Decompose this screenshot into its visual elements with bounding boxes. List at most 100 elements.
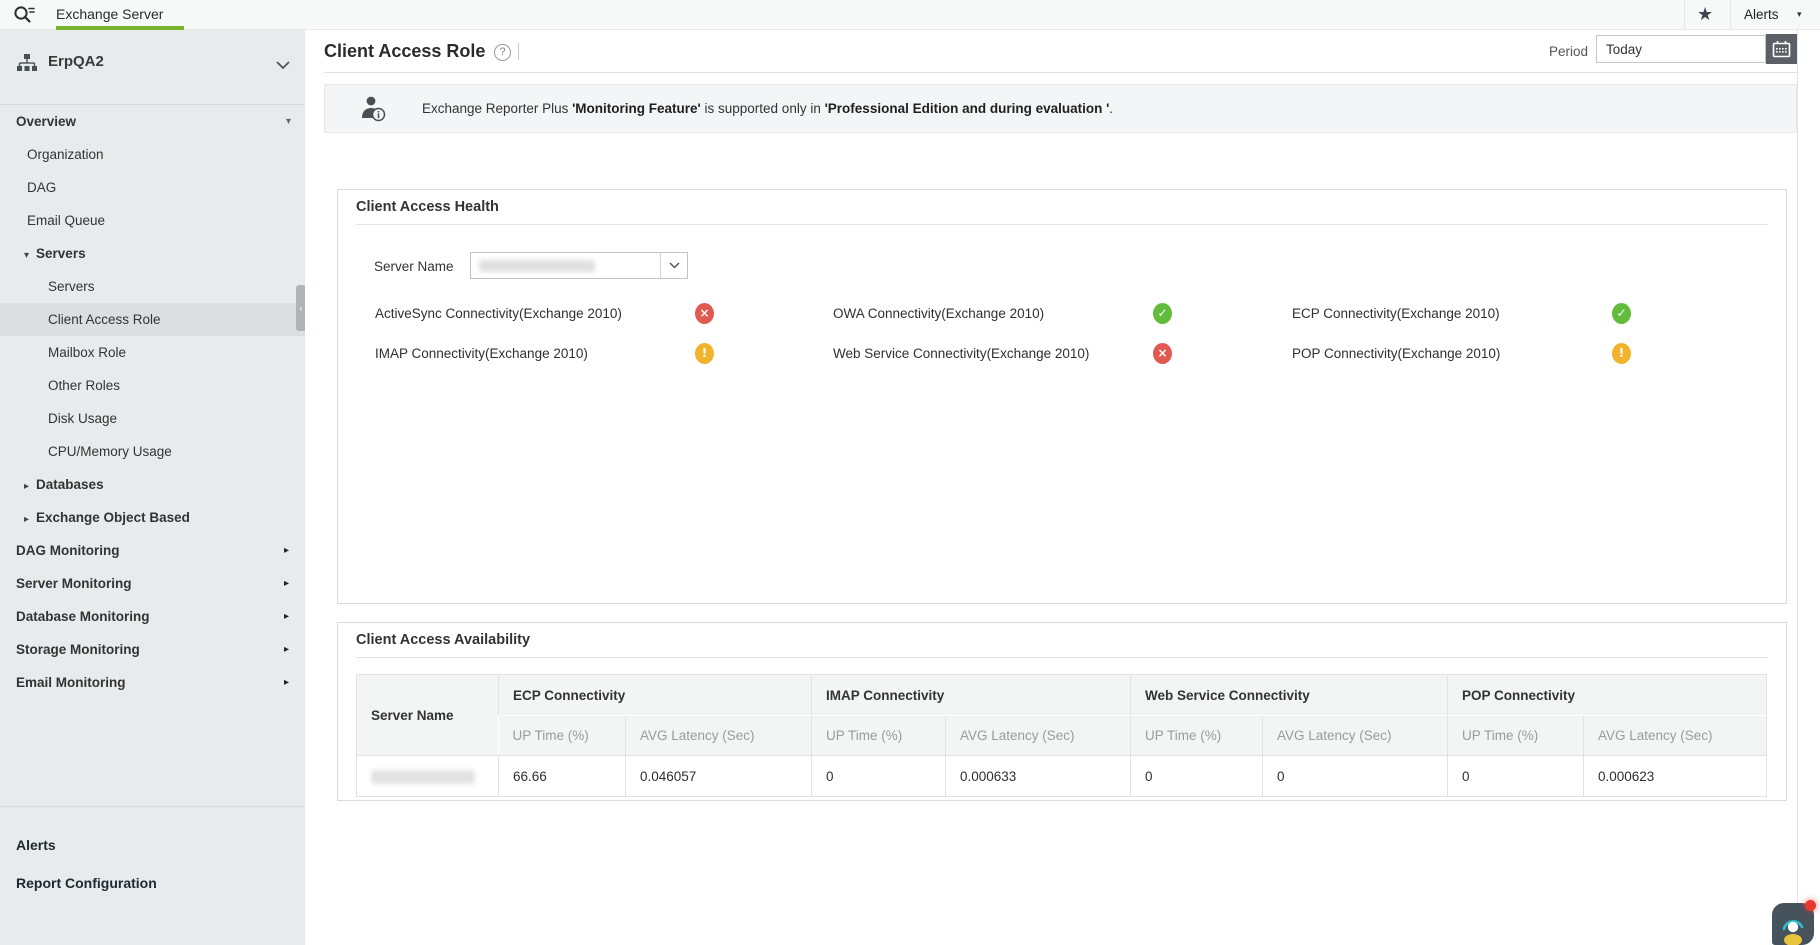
support-chat-button[interactable] [1772, 900, 1816, 945]
check-label: ActiveSync Connectivity(Exchange 2010) [375, 306, 622, 321]
table-row: 66.66 0.046057 0 0.000633 0 0 0 0.000623 [356, 755, 1767, 797]
check-label: Web Service Connectivity(Exchange 2010) [833, 346, 1090, 361]
search-icon[interactable] [12, 4, 36, 26]
cell-value: 0.000633 [945, 755, 1131, 797]
cell-value: 0 [1447, 755, 1584, 797]
chevron-down-icon [660, 253, 687, 278]
sidebar: ErpQA2 Overview ▾ Organization DAG Email … [0, 30, 306, 945]
sidebar-collapse-handle[interactable]: ‹ [296, 285, 306, 331]
sidebar-footer: Alerts Report Configuration [0, 806, 305, 902]
topbar-separator [1684, 0, 1685, 30]
triangle-right-icon: ▸ [24, 481, 30, 492]
chevron-down-icon: ▾ [285, 116, 291, 127]
calendar-icon[interactable] [1766, 34, 1797, 64]
favorite-star-icon[interactable]: ★ [1697, 4, 1714, 25]
health-check: OWA Connectivity(Exchange 2010) ✓ [833, 303, 1193, 327]
sidebar-item-exchange-object-based[interactable]: ▸ Exchange Object Based [0, 501, 305, 534]
redacted-server-name [371, 769, 475, 784]
org-hierarchy-icon [16, 53, 38, 78]
tab-exchange-server[interactable]: Exchange Server [56, 6, 164, 22]
server-name-label: Server Name [374, 259, 454, 274]
cell-value: 66.66 [498, 755, 626, 797]
scrollbar-track[interactable] [1797, 30, 1798, 945]
sidebar-item-email-monitoring[interactable]: Email Monitoring ▸ [0, 666, 305, 699]
title-divider [324, 72, 1797, 73]
cell-value: 0 [1262, 755, 1448, 797]
triangle-right-icon: ▸ [283, 578, 289, 589]
health-check: IMAP Connectivity(Exchange 2010) ! [375, 343, 735, 367]
sidebar-item-report-configuration[interactable]: Report Configuration [16, 875, 157, 891]
panel-divider [356, 224, 1768, 225]
alerts-menu-button[interactable]: Alerts [1744, 7, 1779, 22]
triangle-right-icon: ▸ [283, 545, 289, 556]
sidebar-divider [0, 104, 305, 105]
subcolumn-latency: AVG Latency (Sec) [1583, 715, 1767, 756]
sidebar-divider [0, 806, 305, 807]
sidebar-item-email-queue[interactable]: Email Queue [27, 213, 106, 228]
org-selector[interactable]: ErpQA2 [0, 30, 305, 104]
check-label: OWA Connectivity(Exchange 2010) [833, 306, 1045, 321]
cell-value: 0.046057 [625, 755, 812, 797]
sidebar-item-client-access-role[interactable]: Client Access Role [0, 303, 305, 336]
sidebar-item-other-roles[interactable]: Other Roles [48, 378, 121, 393]
subcolumn-latency: AVG Latency (Sec) [945, 715, 1131, 756]
check-label: POP Connectivity(Exchange 2010) [1292, 346, 1501, 361]
subcolumn-latency: AVG Latency (Sec) [1262, 715, 1448, 756]
sidebar-item-overview[interactable]: Overview ▾ [0, 105, 305, 138]
column-group-ecp: ECP Connectivity [498, 674, 812, 716]
column-group-imap: IMAP Connectivity [811, 674, 1131, 716]
panel-divider [356, 657, 1768, 658]
sidebar-item-organization[interactable]: Organization [27, 147, 104, 162]
check-label: IMAP Connectivity(Exchange 2010) [375, 346, 588, 361]
server-name-select[interactable] [470, 252, 688, 279]
active-tab-underline [56, 26, 184, 30]
sidebar-item-cpu-memory-usage[interactable]: CPU/Memory Usage [48, 444, 172, 459]
status-warning-icon: ! [1612, 343, 1631, 364]
subcolumn-latency: AVG Latency (Sec) [625, 715, 812, 756]
notice-text: Exchange Reporter Plus 'Monitoring Featu… [422, 101, 1114, 116]
help-icon[interactable]: ? [494, 44, 511, 61]
sidebar-item-dag[interactable]: DAG [27, 180, 57, 195]
redacted-server-value [479, 259, 595, 272]
sidebar-item-database-monitoring[interactable]: Database Monitoring ▸ [0, 600, 305, 633]
main-content: Client Access Role ? Period [305, 30, 1820, 945]
cell-server-name [356, 755, 499, 797]
sidebar-item-disk-usage[interactable]: Disk Usage [48, 411, 118, 426]
sidebar-item-servers-group[interactable]: ▾ Servers [0, 237, 305, 270]
org-name: ErpQA2 [48, 53, 104, 70]
sidebar-item-alerts[interactable]: Alerts [16, 837, 56, 853]
notice-bar: Exchange Reporter Plus 'Monitoring Featu… [324, 84, 1797, 133]
period-label: Period [1548, 44, 1588, 59]
availability-table: Server Name ECP Connectivity IMAP Connec… [356, 674, 1767, 797]
subcolumn-uptime: UP Time (%) [811, 715, 946, 756]
top-bar: Exchange Server ★ Alerts ▾ [0, 0, 1820, 30]
triangle-down-icon: ▾ [24, 250, 30, 261]
column-group-pop: POP Connectivity [1447, 674, 1767, 716]
column-group-web-service: Web Service Connectivity [1130, 674, 1448, 716]
support-person-icon [1772, 903, 1814, 945]
health-check: ActiveSync Connectivity(Exchange 2010) × [375, 303, 735, 327]
check-label: ECP Connectivity(Exchange 2010) [1292, 306, 1500, 321]
sidebar-nav: Overview ▾ Organization DAG Email Queue ▾… [0, 105, 305, 699]
status-error-icon: × [695, 303, 714, 324]
sidebar-item-storage-monitoring[interactable]: Storage Monitoring ▸ [0, 633, 305, 666]
cell-value: 0 [1130, 755, 1263, 797]
cell-value: 0 [811, 755, 946, 797]
period-input[interactable] [1596, 35, 1766, 63]
health-check: ECP Connectivity(Exchange 2010) ✓ [1292, 303, 1652, 327]
chevron-down-icon [276, 57, 290, 75]
cell-value: 0.000623 [1583, 755, 1767, 797]
triangle-right-icon: ▸ [283, 677, 289, 688]
subcolumn-uptime: UP Time (%) [1130, 715, 1263, 756]
panel-title: Client Access Health [356, 199, 499, 215]
sidebar-item-databases[interactable]: ▸ Databases [0, 468, 305, 501]
sidebar-item-dag-monitoring[interactable]: DAG Monitoring ▸ [0, 534, 305, 567]
subcolumn-uptime: UP Time (%) [498, 715, 626, 756]
chevron-down-icon: ▾ [1797, 10, 1802, 20]
notification-dot [1805, 900, 1816, 911]
sidebar-item-servers[interactable]: Servers [48, 279, 95, 294]
user-info-icon [358, 94, 388, 124]
sidebar-item-mailbox-role[interactable]: Mailbox Role [48, 345, 127, 360]
sidebar-item-server-monitoring[interactable]: Server Monitoring ▸ [0, 567, 305, 600]
page-title: Client Access Role [324, 41, 486, 61]
